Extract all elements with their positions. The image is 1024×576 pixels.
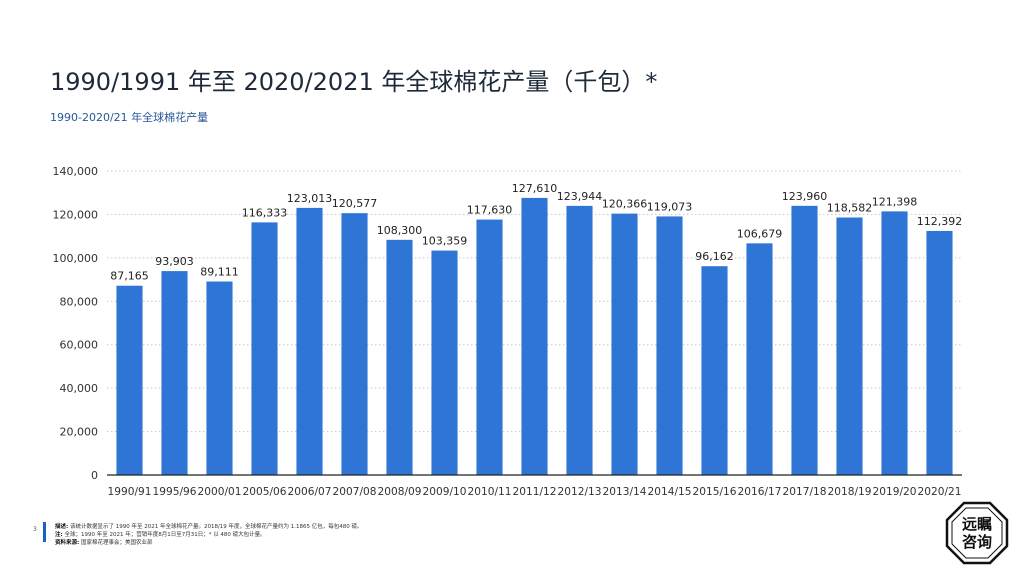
x-tick-label: 1990/91 [108, 485, 152, 498]
x-tick-label: 2007/08 [333, 485, 377, 498]
data-label: 87,165 [110, 270, 149, 283]
bar [926, 230, 953, 475]
x-tick-label: 2017/18 [783, 485, 827, 498]
bar [431, 250, 458, 475]
data-label: 127,610 [512, 182, 558, 195]
logo-octagon-icon [945, 501, 1009, 565]
bar [566, 205, 593, 476]
data-label: 119,073 [647, 200, 693, 213]
x-tick-label: 1995/96 [153, 485, 197, 498]
bar [251, 222, 278, 475]
bar [611, 213, 638, 475]
x-tick-label: 2008/09 [378, 485, 422, 498]
page-title: 1990/1991 年至 2020/2021 年全球棉花产量（千包）* [50, 68, 658, 96]
source-note: 资料来源: 国家棉花理事会；美国农业部 [55, 540, 153, 546]
page-number: 3 [33, 526, 37, 533]
bar [476, 219, 503, 475]
data-label: 120,366 [602, 198, 648, 211]
y-tick-label: 80,000 [60, 295, 99, 308]
data-label: 120,577 [332, 197, 378, 210]
data-label: 118,582 [827, 202, 873, 215]
logo-line-1: 远瞩 [961, 515, 992, 533]
bar [701, 266, 728, 475]
data-label: 112,392 [917, 215, 963, 228]
x-tick-label: 2018/19 [828, 485, 872, 498]
footnotes: 描述: 该统计数据显示了 1990 年至 2021 年全球棉花产量。2018/1… [55, 523, 363, 547]
chart-subtitle: 1990-2020/21 年全球棉花产量 [50, 111, 209, 124]
x-tick-label: 2015/16 [693, 485, 737, 498]
y-tick-label: 40,000 [60, 382, 99, 395]
bar [161, 271, 188, 475]
data-label: 123,960 [782, 190, 828, 203]
bar [656, 216, 683, 476]
data-label: 93,903 [155, 255, 194, 268]
x-tick-label: 2020/21 [918, 485, 962, 498]
x-tick-label: 2019/20 [873, 485, 917, 498]
data-label: 123,944 [557, 190, 603, 203]
footer-accent-bar [43, 522, 46, 542]
y-tick-label: 20,000 [60, 426, 99, 439]
data-label: 106,679 [737, 227, 783, 240]
bar [791, 205, 818, 475]
data-label: 89,111 [200, 266, 239, 279]
data-label: 108,300 [377, 224, 423, 237]
data-label: 123,013 [287, 192, 333, 205]
y-tick-label: 100,000 [53, 252, 99, 265]
x-tick-label: 2014/15 [648, 485, 692, 498]
data-label: 117,630 [467, 204, 513, 217]
logo-line-2: 咨询 [961, 533, 992, 551]
bar [521, 197, 548, 476]
x-tick-label: 2010/11 [468, 485, 512, 498]
description-note: 描述: 该统计数据显示了 1990 年至 2021 年全球棉花产量。2018/1… [55, 524, 363, 530]
data-label: 96,162 [695, 250, 734, 263]
x-tick-label: 2016/17 [738, 485, 782, 498]
x-tick-label: 2013/14 [603, 485, 647, 498]
bar [881, 211, 908, 475]
y-tick-label: 0 [91, 469, 98, 482]
y-tick-label: 140,000 [53, 165, 99, 178]
company-logo: 远瞩 咨询 [944, 500, 1010, 566]
bar [341, 213, 368, 475]
x-tick-label: 2006/07 [288, 485, 332, 498]
y-tick-label: 120,000 [53, 208, 99, 221]
bar [206, 281, 233, 475]
bar [386, 239, 413, 475]
x-tick-label: 2005/06 [243, 485, 287, 498]
bar [836, 217, 863, 475]
x-tick-label: 2009/10 [423, 485, 467, 498]
bar [296, 207, 323, 476]
x-tick-label: 2012/13 [558, 485, 602, 498]
bar [746, 243, 773, 475]
y-tick-label: 60,000 [60, 339, 99, 352]
data-label: 103,359 [422, 235, 468, 248]
data-label: 121,398 [872, 195, 918, 208]
x-tick-label: 2011/12 [513, 485, 557, 498]
bar [116, 285, 143, 475]
data-label: 116,333 [242, 206, 288, 219]
x-tick-label: 2000/01 [198, 485, 242, 498]
note-line: 注: 全球；1990 年至 2021 年；营销年度8月1日至7月31日；* 以 … [55, 532, 266, 538]
